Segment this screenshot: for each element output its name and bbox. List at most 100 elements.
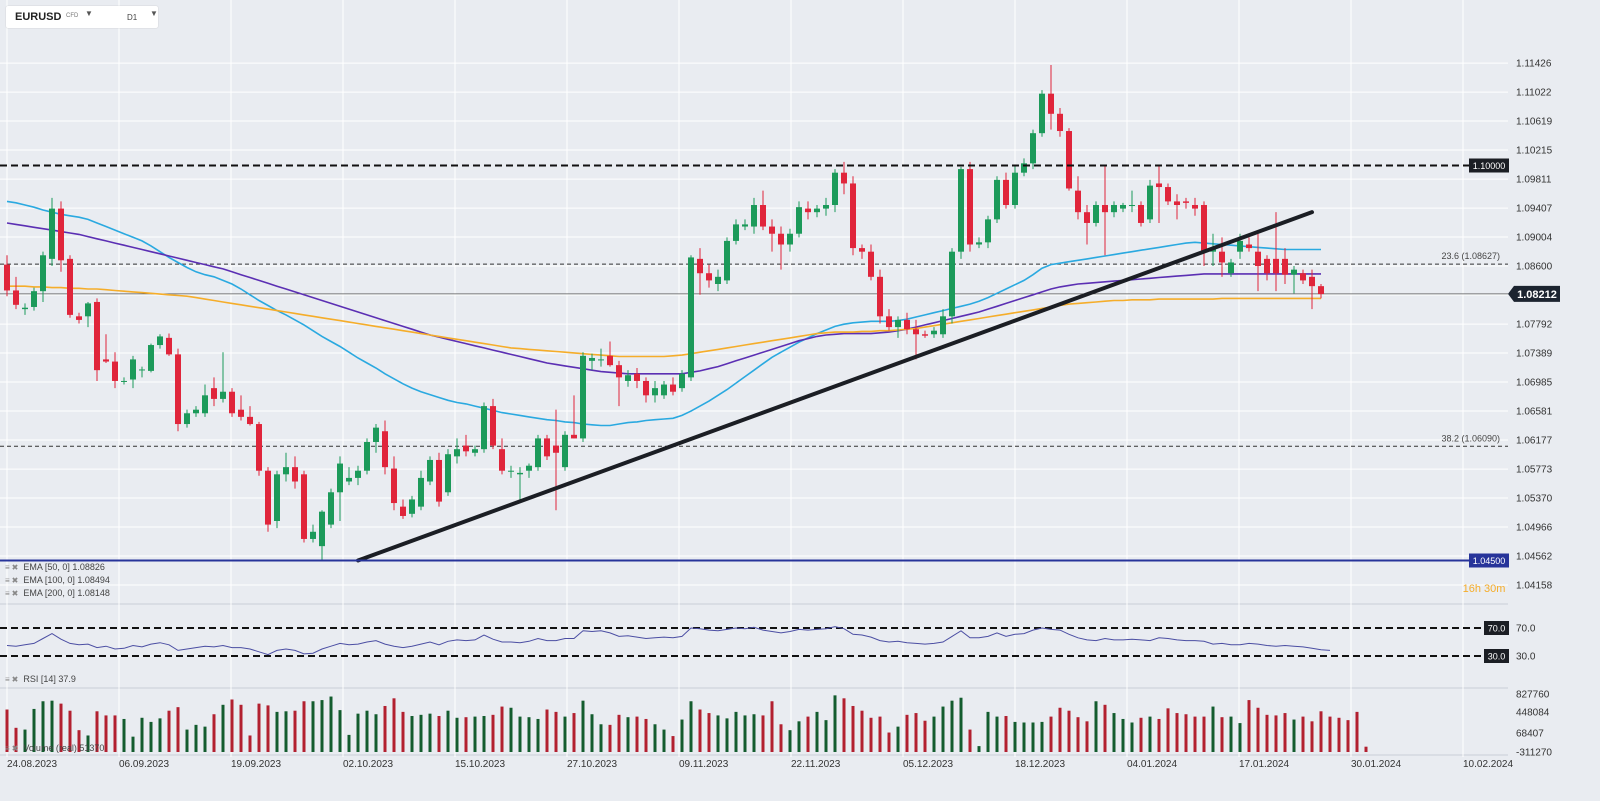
candle-body	[1264, 258, 1270, 274]
candle-body	[310, 531, 316, 539]
candle-body	[382, 431, 388, 468]
volume-bar	[527, 717, 531, 752]
y-axis-tick-label: 1.08600	[1516, 262, 1553, 273]
volume-bar	[1085, 721, 1089, 752]
rsi-line	[6, 626, 1331, 656]
x-axis-tick-label: 17.01.2024	[1239, 759, 1289, 770]
candle-body	[193, 409, 199, 414]
close-icon[interactable]: ✖	[11, 675, 19, 684]
timeframe-dropdown-icon[interactable]: ▼	[150, 9, 158, 18]
candle-body	[211, 388, 217, 399]
timeframe-value[interactable]: D1	[127, 13, 138, 22]
volume-bar	[1292, 719, 1296, 752]
volume-bar	[779, 724, 783, 752]
candle-body	[1282, 258, 1288, 275]
volume-bar	[194, 724, 198, 752]
volume-bar	[158, 718, 162, 752]
volume-bar	[428, 713, 432, 752]
x-axis-tick-label: 18.12.2023	[1015, 759, 1065, 770]
volume-bar	[356, 713, 360, 752]
menu-icon[interactable]: ≡	[5, 589, 10, 598]
candle-body	[454, 449, 460, 457]
volume-bar	[509, 707, 513, 752]
volume-bar	[572, 713, 576, 752]
instrument-type: CFD	[66, 13, 79, 19]
volume-bar	[320, 700, 324, 752]
candle-body	[13, 290, 19, 305]
menu-icon[interactable]: ≡	[5, 675, 10, 684]
rsi-legend[interactable]: ≡ ✖ RSI [14] 37.9	[5, 674, 76, 684]
volume-bar	[1355, 711, 1359, 752]
current-price-label-text: 1.08212	[1517, 289, 1557, 301]
candle-body	[670, 384, 676, 392]
menu-icon[interactable]: ≡	[5, 744, 10, 753]
volume-bar	[959, 697, 963, 752]
candle-body	[103, 359, 109, 362]
x-axis-tick-label: 30.01.2024	[1351, 759, 1401, 770]
volume-bar	[815, 711, 819, 752]
candle-body	[265, 470, 271, 525]
candle-body	[337, 463, 343, 493]
symbol-selector[interactable]: EURUSD CFD ▼ D1 ▼	[6, 6, 158, 28]
volume-bar	[419, 714, 423, 752]
candle-body	[1192, 205, 1198, 209]
volume-bar	[338, 710, 342, 752]
candle-body	[391, 468, 397, 504]
candle-body	[1039, 93, 1045, 134]
candle-body	[724, 240, 730, 281]
candle-body	[58, 208, 64, 261]
ema200-legend[interactable]: ≡ ✖ EMA [200, 0] 1.08148	[5, 588, 110, 598]
ema50-legend[interactable]: ≡ ✖ EMA [50, 0] 1.08826	[5, 562, 105, 572]
volume-bar	[770, 701, 774, 752]
candle-body	[751, 205, 757, 227]
volume-bar	[1067, 710, 1071, 752]
candle-body	[364, 442, 370, 471]
candle-body	[1291, 269, 1297, 275]
y-axis-tick-label: 1.06177	[1516, 436, 1553, 447]
x-axis-tick-label: 24.08.2023	[7, 759, 57, 770]
volume-axis-tick-label: -311270	[1516, 748, 1552, 759]
candle-body	[625, 375, 631, 381]
volume-bar	[824, 720, 828, 752]
candle-body	[985, 219, 991, 243]
trendline	[356, 210, 1314, 563]
volume-bar	[446, 710, 450, 752]
y-axis-tick-label: 1.07792	[1516, 320, 1553, 331]
volume-bar	[5, 709, 9, 752]
candle-body	[1003, 179, 1009, 205]
volume-legend[interactable]: ≡ ✖ Volume (real) 51370	[5, 743, 104, 753]
menu-icon[interactable]: ≡	[5, 563, 10, 572]
volume-bar	[410, 716, 414, 752]
volume-bar	[1328, 716, 1332, 752]
level-label-box	[1469, 553, 1509, 568]
close-icon[interactable]: ✖	[11, 563, 19, 572]
candle-body	[922, 334, 928, 336]
volume-bar	[59, 703, 63, 752]
volume-bar	[491, 714, 495, 752]
close-icon[interactable]: ✖	[11, 589, 19, 598]
volume-bar	[437, 716, 441, 752]
candle-body	[481, 406, 487, 450]
ema100-legend[interactable]: ≡ ✖ EMA [100, 0] 1.08494	[5, 575, 110, 585]
volume-bar	[1076, 717, 1080, 752]
close-icon[interactable]: ✖	[11, 576, 19, 585]
candle-body	[1012, 172, 1018, 205]
volume-bar	[221, 704, 225, 752]
candle-body	[67, 258, 73, 315]
volume-bar	[1175, 713, 1179, 752]
candle-body	[148, 345, 154, 371]
close-icon[interactable]: ✖	[11, 744, 19, 753]
menu-icon[interactable]: ≡	[5, 576, 10, 585]
volume-bar	[968, 729, 972, 752]
volume-bar	[833, 695, 837, 752]
candle-body	[553, 445, 559, 453]
candle-body	[616, 365, 622, 378]
candle-body	[490, 406, 496, 446]
volume-bar	[851, 705, 855, 752]
symbol-name: EURUSD	[15, 11, 62, 23]
level-label-text: 1.04500	[1473, 556, 1506, 566]
volume-bar	[257, 703, 261, 752]
symbol-dropdown-icon[interactable]: ▼	[85, 9, 93, 18]
volume-axis-tick-label: 68407	[1516, 729, 1544, 740]
